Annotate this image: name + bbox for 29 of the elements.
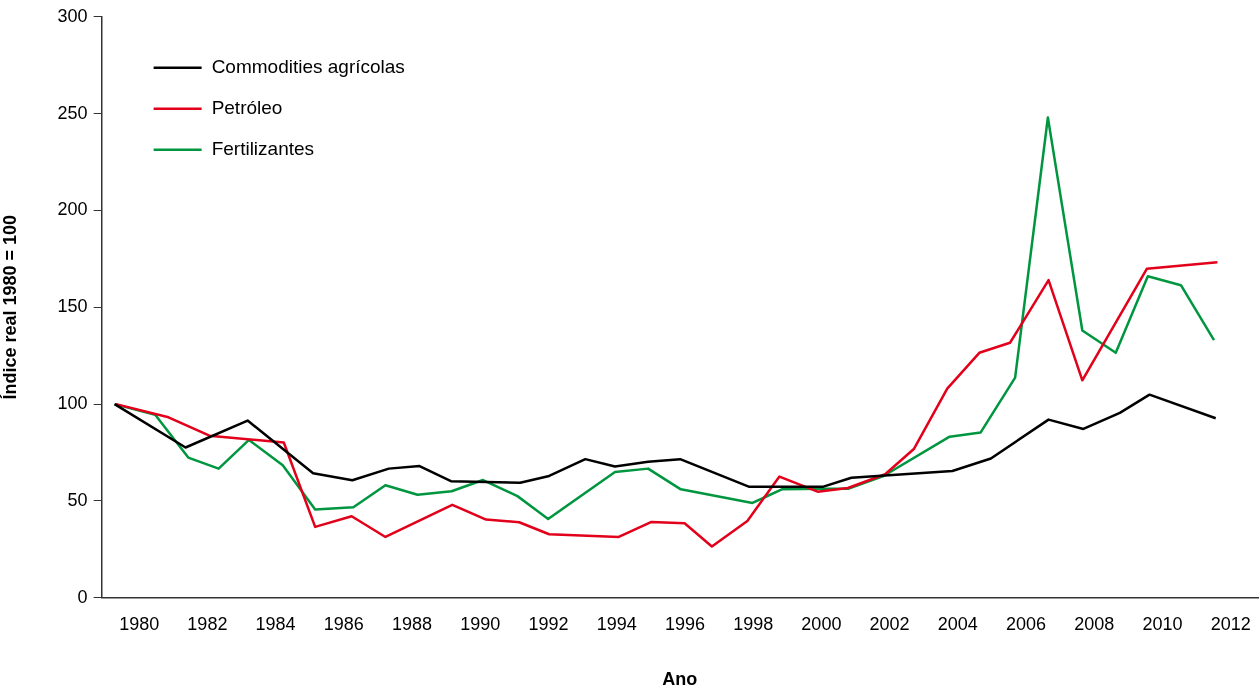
x-tick-label: 1996 <box>664 613 705 634</box>
x-tick-label: 2006 <box>1006 613 1047 634</box>
y-axis-title: Índice real 1980 = 100 <box>0 214 20 400</box>
x-tick-label: 1994 <box>596 613 637 634</box>
x-tick-label: 2002 <box>869 613 910 634</box>
y-tick-label: 50 <box>67 489 88 510</box>
x-tick-label: 2012 <box>1210 613 1251 634</box>
x-tick-label: 1986 <box>323 613 364 634</box>
x-tick-label: 1984 <box>255 613 296 634</box>
y-tick-label: 100 <box>57 393 88 414</box>
x-tick-label: 1992 <box>528 613 569 634</box>
x-tick-label: 1998 <box>733 613 774 634</box>
y-tick-label: 300 <box>57 5 88 26</box>
x-tick-label: 2010 <box>1142 613 1183 634</box>
legend-label: Commodities agrícolas <box>211 56 405 78</box>
y-tick-label: 150 <box>57 296 88 317</box>
y-tick-label: 0 <box>77 586 88 607</box>
legend-label: Petróleo <box>211 97 283 119</box>
x-axis-title: Ano <box>662 669 698 690</box>
x-tick-label: 2004 <box>937 613 978 634</box>
x-tick-label: 1980 <box>119 613 160 634</box>
x-tick-label: 1990 <box>460 613 501 634</box>
y-tick-label: 250 <box>57 102 88 123</box>
x-tick-label: 2000 <box>801 613 842 634</box>
x-tick-label: 2008 <box>1074 613 1115 634</box>
legend-label: Fertilizantes <box>211 138 315 160</box>
x-tick-label: 1982 <box>187 613 228 634</box>
y-tick-label: 200 <box>57 199 88 220</box>
x-tick-label: 1988 <box>392 613 433 634</box>
